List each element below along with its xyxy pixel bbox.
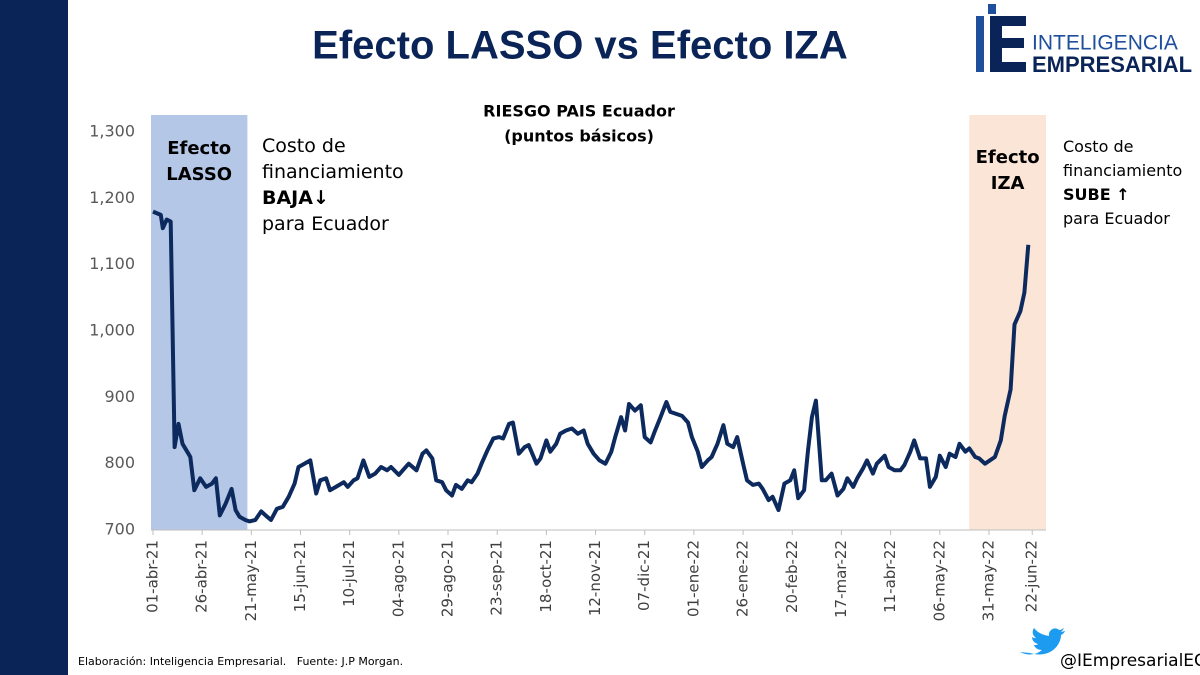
x-tick-label: 23-sep-21 <box>488 540 506 616</box>
y-tick-label: 1,300 <box>89 122 135 141</box>
x-tick-label: 12-nov-21 <box>586 540 604 616</box>
twitter-icon <box>1020 628 1065 655</box>
x-tick-label: 21-may-21 <box>242 540 260 621</box>
annotation-line: financiamiento <box>1063 161 1183 180</box>
annotation-line: para Ecuador <box>1063 209 1170 228</box>
annotation-line: para Ecuador <box>262 213 389 235</box>
highlight-band <box>151 115 248 530</box>
x-tick-label: 11-abr-22 <box>881 540 899 613</box>
x-tick-label: 01-ene-22 <box>684 540 702 617</box>
chart-title: RIESGO PAIS Ecuador <box>483 102 675 121</box>
annotation-line: BAJA↓ <box>262 187 329 209</box>
x-tick-label: 22-jun-22 <box>1023 540 1041 612</box>
y-tick-label: 1,000 <box>89 321 135 340</box>
y-tick-label: 800 <box>104 453 135 472</box>
x-tick-label: 29-ago-21 <box>439 540 457 617</box>
annotation-line: financiamiento <box>262 161 404 183</box>
y-tick-label: 1,100 <box>89 254 135 273</box>
x-tick-label: 04-ago-21 <box>389 540 407 617</box>
data-line <box>152 209 1031 524</box>
logo <box>976 4 1026 72</box>
x-tick-label: 20-feb-22 <box>783 540 801 613</box>
logo-mark <box>976 16 984 72</box>
x-tick-label: 06-may-22 <box>930 540 948 621</box>
band-label: Efecto LASSO <box>166 138 233 185</box>
chart-subtitle: (puntos básicos) <box>504 127 654 146</box>
side-bar <box>0 0 68 675</box>
footer-source: Elaboración: Inteligencia Empresarial. F… <box>78 655 403 668</box>
y-tick-label: 900 <box>104 387 135 406</box>
x-tick-label: 07-dic-21 <box>635 540 653 611</box>
x-tick-label: 01-abr-21 <box>143 540 161 613</box>
band-label: Efecto IZA <box>975 147 1040 194</box>
annotation-line: Costo de <box>1063 137 1134 156</box>
x-tick-label: 15-jun-21 <box>291 540 309 612</box>
footer-handle: @IEmpresarialEC <box>1060 651 1200 671</box>
x-tick-label: 26-ene-22 <box>734 540 752 617</box>
annotation-line: SUBE ↑ <box>1063 185 1130 204</box>
logo-text: INTELIGENCIA <box>1032 32 1178 55</box>
y-tick-label: 700 <box>104 520 135 539</box>
logo-text: EMPRESARIAL <box>1032 52 1192 77</box>
annotation-line: Costo de <box>262 135 346 157</box>
x-tick-label: 10-jul-21 <box>340 540 358 607</box>
x-tick-label: 26-abr-21 <box>193 540 211 613</box>
x-tick-label: 31-may-22 <box>979 540 997 621</box>
logo-mark <box>990 16 1026 72</box>
y-tick-label: 1,200 <box>89 188 135 207</box>
slide-title: Efecto LASSO vs Efecto IZA <box>312 24 848 68</box>
logo-mark <box>988 4 996 14</box>
x-tick-label: 18-oct-21 <box>537 540 555 613</box>
x-tick-label: 17-mar-22 <box>832 540 850 618</box>
